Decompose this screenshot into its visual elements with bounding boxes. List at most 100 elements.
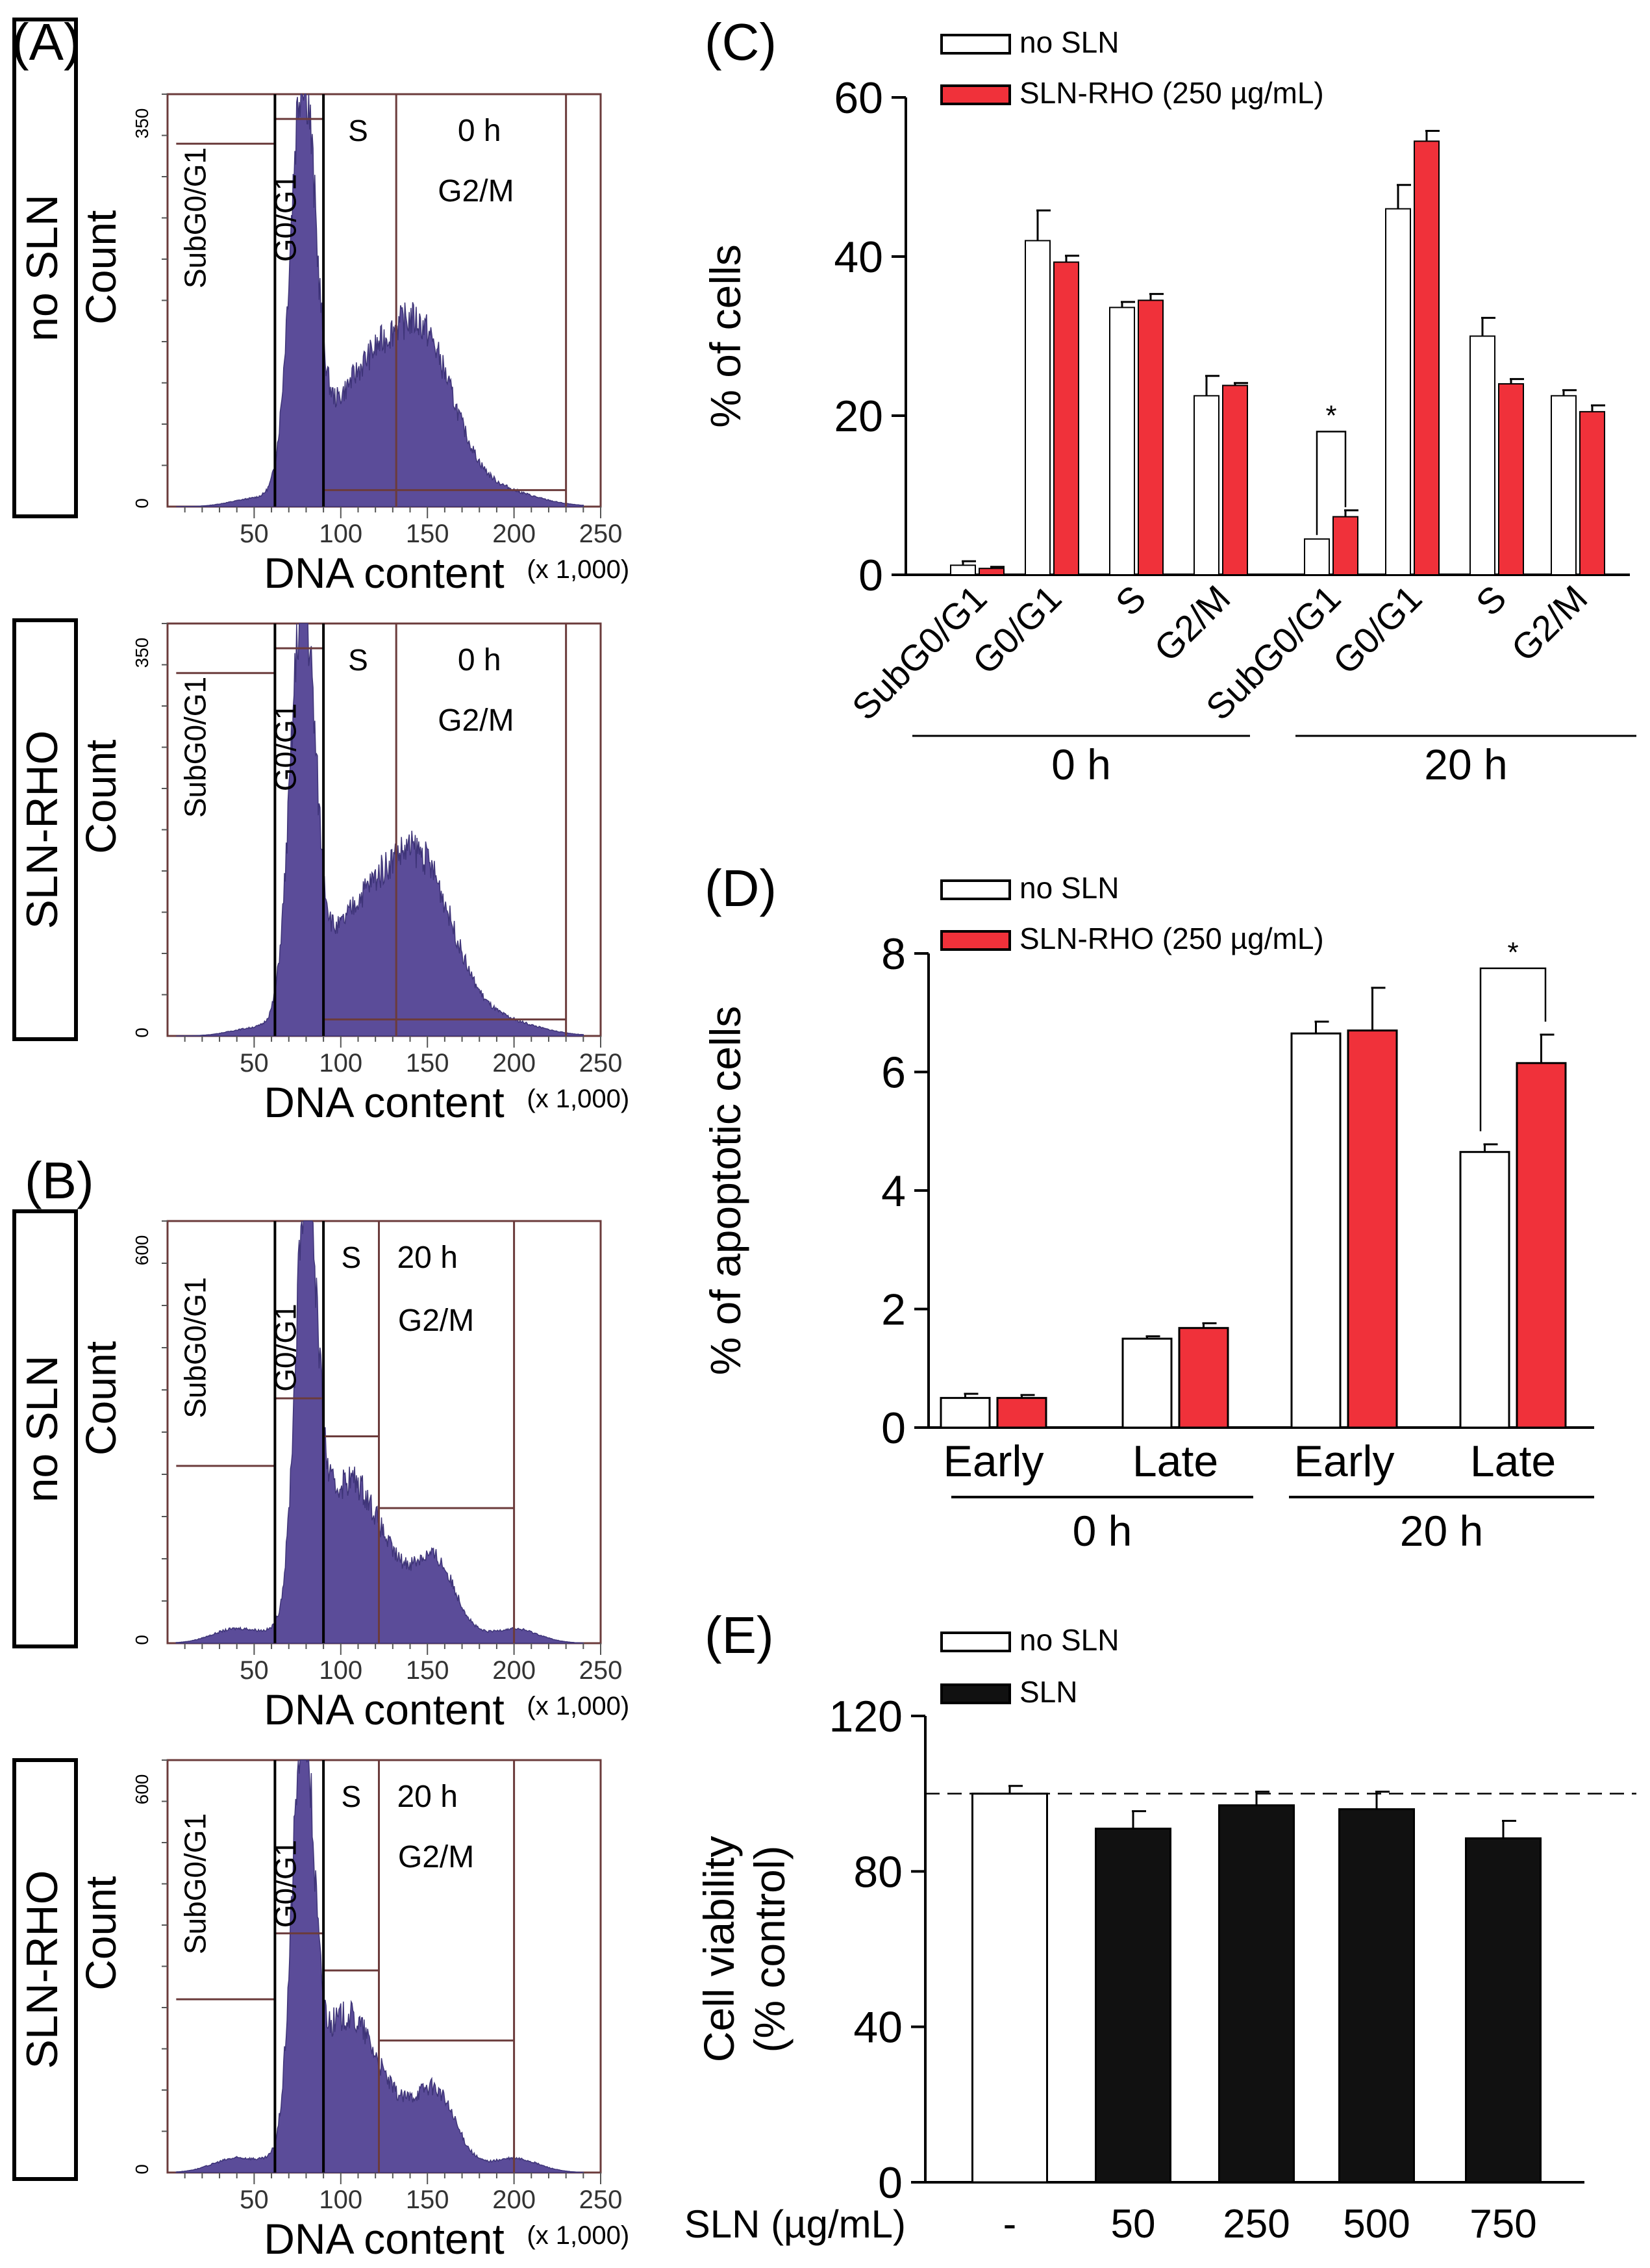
gate-label-subg0g1: SubG0/G1 — [179, 147, 212, 288]
x-axis-label: SLN (µg/mL) — [684, 2202, 906, 2246]
row-label-box — [12, 18, 78, 518]
x-axis-unit: (x 1,000) — [527, 555, 629, 584]
legend-swatch — [940, 879, 1011, 900]
bar — [1332, 516, 1358, 576]
histogram-panel: no SLN Count SubG0/G1 G0/G1 S G2/M 0 h 50 100 150… — [12, 18, 629, 597]
row-label-box — [12, 618, 78, 1041]
bar — [1178, 1327, 1229, 1429]
gate-label-g0g1: G0/G1 — [268, 703, 302, 792]
gate-label-g2m: G2/M — [438, 703, 514, 738]
group-label: 20 h — [1424, 740, 1507, 788]
y-tick-label: 20 — [834, 392, 883, 441]
y-tick-label: 0 — [881, 1404, 906, 1453]
x-tick-label: 250 — [1223, 2202, 1290, 2247]
bar — [1194, 395, 1219, 575]
histogram-panel: no SLN Count SubG0/G1 G0/G1 S G2/M 20 h 50 100 15… — [12, 1209, 629, 1733]
y-tick-label-zero: 0 — [132, 2164, 152, 2174]
bar — [1222, 384, 1248, 575]
row-label: no SLN — [18, 194, 67, 342]
significance-bracket — [1479, 967, 1547, 1131]
y-tick-label-zero: 0 — [132, 498, 152, 509]
bar — [1385, 208, 1411, 575]
significance-bracket — [1316, 431, 1347, 535]
bar — [1516, 1062, 1567, 1429]
gate-label-s: S — [348, 643, 368, 677]
legend-swatch — [940, 84, 1011, 105]
x-tick-label: Late — [1132, 1437, 1218, 1486]
x-tick-label: 200 — [492, 1049, 536, 1077]
gate-label-g0g1: G0/G1 — [268, 1304, 302, 1392]
y-axis-label: % of cells — [701, 244, 749, 427]
gate-label-s: S — [348, 114, 368, 147]
panel-label-d: (D) — [705, 859, 777, 917]
bar — [1304, 538, 1330, 575]
gate-label-s: S — [341, 1241, 361, 1274]
bar — [1095, 1828, 1171, 2184]
bar — [1469, 335, 1495, 575]
y-tick-label-zero: 0 — [132, 1027, 152, 1038]
x-tick-label: - — [1003, 2202, 1017, 2247]
x-tick-label: 100 — [319, 1049, 362, 1077]
bar — [1347, 1029, 1398, 1429]
x-tick-label: Early — [944, 1437, 1044, 1486]
x-tick-label: 150 — [406, 520, 449, 548]
x-axis-unit: (x 1,000) — [527, 1692, 629, 1720]
panel-label-a: (A) — [12, 13, 81, 71]
x-tick-label: 750 — [1469, 2202, 1536, 2247]
y-tick-label: 4 — [881, 1166, 906, 1216]
legend-swatch — [940, 930, 1011, 951]
significance-marker: * — [1507, 937, 1518, 968]
y-tick-label: 8 — [881, 929, 906, 979]
y-axis-label: Count — [77, 1876, 125, 1991]
row-label: SLN-RHO — [18, 730, 67, 929]
x-tick-label: 200 — [492, 2186, 536, 2214]
bar — [1138, 299, 1164, 575]
group-label: 0 h — [1051, 740, 1111, 788]
gate-label-subg0g1: SubG0/G1 — [179, 1813, 212, 1954]
x-tick-label: 250 — [579, 520, 623, 548]
x-tick-label: Late — [1470, 1437, 1556, 1486]
y-tick-label-max: 350 — [132, 108, 152, 139]
panel-label-e: (E) — [705, 1606, 774, 1664]
x-tick-label: 200 — [492, 520, 536, 548]
row-label-box — [12, 1758, 78, 2181]
row-label-box — [12, 1209, 78, 1648]
bar-chart-apoptosis: no SLN SLN-RHO (250 µg/mL) 0 2 4 6 8 % of apopt… — [701, 871, 1594, 1555]
x-axis-label: DNA content — [264, 549, 505, 597]
gate-label-s: S — [341, 1780, 361, 1813]
x-tick-label: 500 — [1343, 2202, 1410, 2247]
legend-label: SLN-RHO (250 µg/mL) — [1019, 922, 1324, 955]
bar — [1498, 383, 1524, 575]
legend-swatch — [940, 1632, 1011, 1652]
y-tick-label-zero: 0 — [132, 1635, 152, 1645]
time-label: 20 h — [397, 1241, 457, 1275]
y-tick-label: 40 — [853, 2003, 903, 2052]
x-axis-label: DNA content — [264, 2215, 505, 2263]
histogram-panel: SLN-RHO Count SubG0/G1 G0/G1 S G2/M 20 h 50 100 1… — [12, 1758, 629, 2263]
x-tick-label: G2/M — [1503, 577, 1595, 669]
legend-swatch — [940, 1683, 1011, 1704]
gate-label-g2m: G2/M — [398, 1304, 474, 1338]
gate-label-subg0g1: SubG0/G1 — [179, 1277, 212, 1418]
time-label: 20 h — [397, 1780, 457, 1814]
bar-chart-cell-cycle: no SLN SLN-RHO (250 µg/mL) 0 20 40 60 % of cel… — [701, 25, 1636, 788]
y-axis-label-unit: (% control) — [745, 1845, 794, 2052]
x-tick-label: 250 — [579, 1049, 623, 1077]
legend-label: no SLN — [1019, 25, 1119, 59]
x-tick-label: 250 — [579, 1656, 623, 1685]
bar — [1121, 1337, 1173, 1429]
time-label: 0 h — [458, 643, 501, 677]
x-tick-label: G0/G1 — [1325, 577, 1429, 682]
gate-label-g0g1: G0/G1 — [268, 1840, 302, 1928]
time-label: 0 h — [458, 114, 501, 148]
y-tick-label: 120 — [829, 1692, 903, 1741]
histogram-area — [176, 623, 584, 1037]
x-tick-label: 50 — [1111, 2202, 1156, 2247]
y-axis-label: Count — [77, 1341, 125, 1455]
row-label: SLN-RHO — [18, 1870, 67, 2069]
bar — [1551, 395, 1577, 575]
y-axis-label: % of apoptotic cells — [701, 1006, 749, 1376]
y-tick-label: 0 — [878, 2158, 903, 2208]
